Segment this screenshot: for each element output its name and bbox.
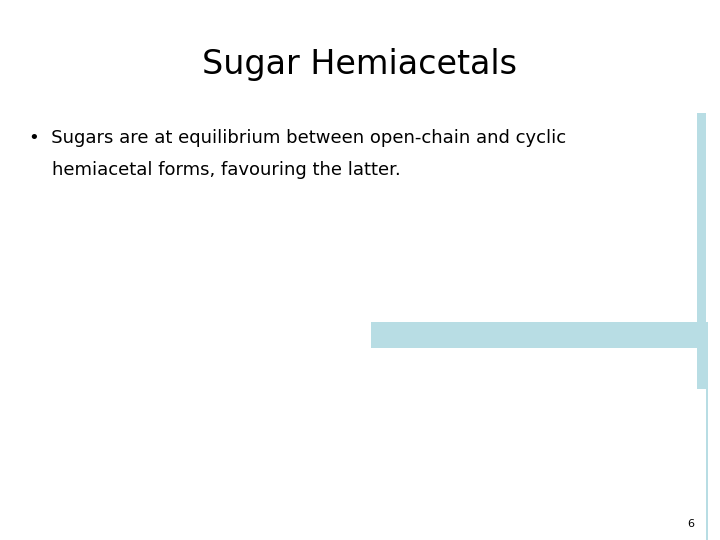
Text: Sugar Hemiacetals: Sugar Hemiacetals	[202, 48, 518, 82]
Text: hemiacetal forms, favouring the latter.: hemiacetal forms, favouring the latter.	[29, 161, 400, 179]
Bar	[697, 113, 706, 389]
Bar	[706, 348, 708, 540]
Text: 6: 6	[688, 519, 695, 529]
Text: •  Sugars are at equilibrium between open-chain and cyclic: • Sugars are at equilibrium between open…	[29, 129, 566, 147]
Bar	[371, 322, 708, 348]
